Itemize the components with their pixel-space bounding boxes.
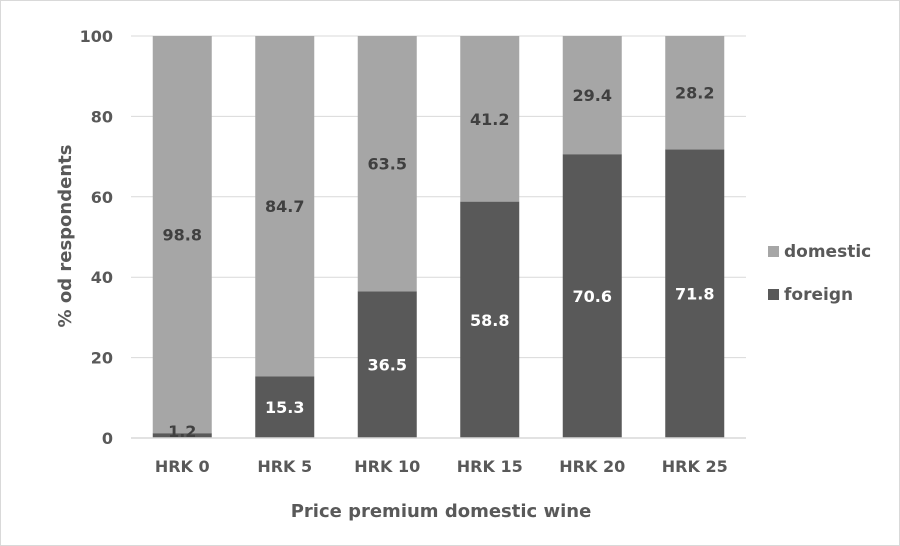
x-tick-label: HRK 25 xyxy=(662,457,728,476)
data-label-foreign: 1.2 xyxy=(168,422,196,441)
bar-foreign xyxy=(460,201,520,438)
x-tick-label: HRK 20 xyxy=(559,457,625,476)
data-labels: 1.2 98.8 15.3 84.7 36.5 63.5 58.8 41.2 70.6 29.4 7… xyxy=(163,84,715,441)
x-tick-label: HRK 0 xyxy=(155,457,210,476)
data-label-domestic: 28.2 xyxy=(675,84,714,103)
y-tick-label: 100 xyxy=(80,27,113,46)
x-tick-label: HRK 5 xyxy=(257,457,312,476)
x-tick-label: HRK 15 xyxy=(457,457,523,476)
legend-swatch-foreign xyxy=(768,289,779,300)
legend-swatch-domestic xyxy=(768,246,779,257)
bar-foreign xyxy=(665,149,725,438)
bar-domestic xyxy=(152,36,212,434)
data-label-domestic: 29.4 xyxy=(573,86,612,105)
bar-domestic xyxy=(255,36,315,377)
legend-label-domestic: domestic xyxy=(784,242,871,262)
gridlines xyxy=(131,35,746,439)
x-tick-label: HRK 10 xyxy=(354,457,420,476)
bars xyxy=(152,36,725,439)
data-label-domestic: 84.7 xyxy=(265,197,304,216)
data-label-foreign: 15.3 xyxy=(265,398,304,417)
bar-domestic xyxy=(665,36,725,150)
axes: 0 20 40 60 80 100 HRK 0 HRK 5 HRK 10 HRK 15 HRK 20… xyxy=(80,27,746,476)
y-axis-title: % od respondents xyxy=(55,145,76,328)
bar-foreign xyxy=(562,154,622,439)
bar-domestic xyxy=(357,36,417,292)
y-tick-label: 0 xyxy=(102,429,113,448)
bar-foreign xyxy=(357,291,417,438)
y-tick-label: 80 xyxy=(91,107,113,126)
data-label-foreign: 71.8 xyxy=(675,285,714,304)
bar-foreign xyxy=(255,376,315,438)
data-label-domestic: 41.2 xyxy=(470,110,509,129)
y-tick-label: 20 xyxy=(91,349,113,368)
legend: domestic foreign xyxy=(768,242,871,305)
bar-domestic xyxy=(562,36,622,155)
y-tick-label: 60 xyxy=(91,188,113,207)
x-axis-title: Price premium domestic wine xyxy=(291,501,592,522)
y-tick-label: 40 xyxy=(91,268,113,287)
legend-label-foreign: foreign xyxy=(784,285,853,305)
data-label-foreign: 70.6 xyxy=(573,287,612,306)
data-label-domestic: 63.5 xyxy=(368,155,407,174)
data-label-foreign: 58.8 xyxy=(470,311,509,330)
bar-foreign xyxy=(152,433,212,438)
bar-domestic xyxy=(460,36,520,202)
data-label-domestic: 98.8 xyxy=(163,226,202,245)
data-label-foreign: 36.5 xyxy=(368,356,407,375)
